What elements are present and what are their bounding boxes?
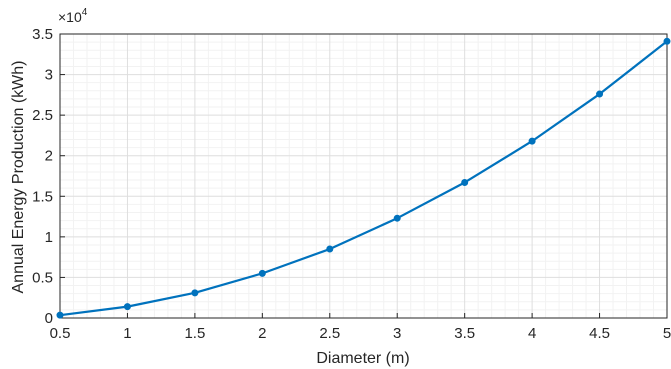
y-tick-label: 3	[45, 67, 53, 84]
data-point	[191, 289, 199, 297]
x-tick-label: 4.5	[589, 325, 610, 342]
data-point	[393, 214, 401, 222]
data-point	[123, 303, 131, 311]
data-point	[56, 311, 64, 319]
major-grid	[59, 33, 668, 319]
x-axis-label: Diameter (m)	[316, 350, 409, 367]
y-exponent-power: 4	[82, 7, 88, 18]
x-axis-ticks: 0.5 1 1.5 2 2.5 3 3.5 4 4.5 5	[50, 313, 671, 342]
x-tick-label: 0.5	[50, 325, 71, 342]
y-tick-label: 1.5	[32, 188, 53, 205]
series-line	[59, 40, 668, 317]
x-tick-label: 4	[528, 325, 536, 342]
minor-grid	[60, 34, 667, 318]
y-tick-label: 2.5	[32, 107, 53, 124]
y-axis-label: Annual Energy Production (kWh)	[10, 61, 27, 294]
data-point	[596, 90, 604, 98]
x-tick-label: 2.5	[319, 325, 340, 342]
y-exponent-base: ×10	[58, 9, 82, 25]
data-point	[461, 178, 469, 186]
x-tick-label: 1	[123, 325, 131, 342]
x-tick-label: 1.5	[184, 325, 205, 342]
y-tick-label: 3.5	[32, 26, 53, 43]
data-point	[258, 269, 266, 277]
series-layer	[56, 37, 671, 319]
x-tick-label: 5	[663, 325, 671, 342]
data-point	[663, 37, 671, 45]
x-tick-label: 3.5	[454, 325, 475, 342]
y-tick-label: 0	[45, 310, 53, 327]
y-axis-ticks: 0 0.5 1 1.5 2 2.5 3 3.5	[32, 26, 65, 327]
data-point	[528, 137, 536, 145]
y-tick-label: 0.5	[32, 269, 53, 286]
y-tick-label: 2	[45, 148, 53, 165]
y-exponent-label: ×104	[58, 7, 88, 25]
data-point	[326, 245, 334, 253]
x-tick-label: 2	[258, 325, 266, 342]
y-tick-label: 1	[45, 229, 53, 246]
x-tick-label: 3	[393, 325, 401, 342]
axes-box	[59, 33, 668, 319]
